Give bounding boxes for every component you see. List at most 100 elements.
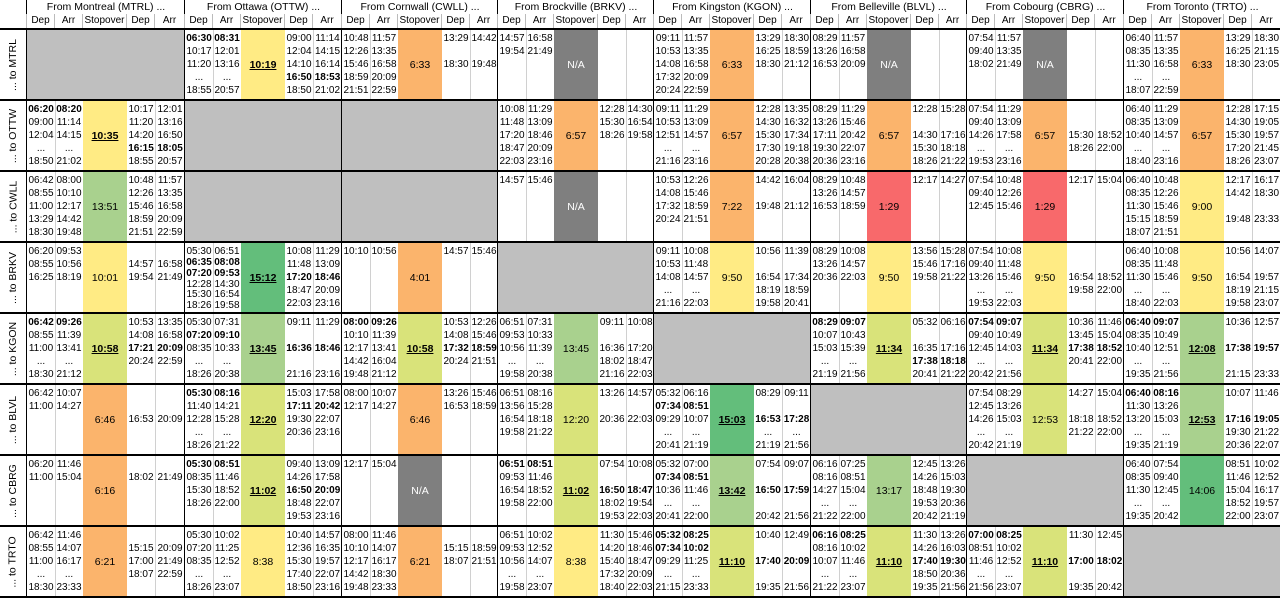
time-dep: 08:29	[755, 388, 781, 399]
route-block-mtrl-from-brkv: 14:57 16:58 19:54 21:49 N/A	[497, 28, 653, 99]
time-dep: 11:00	[28, 201, 54, 212]
time-arr: 12:17	[56, 201, 82, 212]
time-arr: 18:52	[527, 485, 553, 496]
time-arr: 18:46	[314, 272, 341, 283]
time-arr: 15:46	[840, 117, 866, 128]
subheader-stopover: Stopover	[1179, 14, 1223, 28]
time-dep: 17:32	[599, 569, 625, 580]
cell-divider	[1252, 456, 1253, 525]
time-dep: 14:42	[343, 569, 369, 580]
route-block-brkv-from-mtrl: 06:20 09:53 08:55 10:56 16:25 18:19 10:01 14:57…	[26, 241, 184, 312]
time-arr: 10:02	[1253, 459, 1280, 470]
time-dep: 12:51	[655, 130, 681, 141]
time-dep: 07:20	[186, 330, 212, 341]
time-arr: 10:02	[214, 530, 240, 541]
time-dep: 18:30	[28, 227, 54, 238]
route-block-cbrg-from-cbrg	[966, 454, 1123, 525]
time-dep: 15:30	[1068, 130, 1094, 141]
time-dep: 20:36	[1225, 440, 1251, 451]
time-dep: 18:02	[599, 498, 625, 509]
time-dep: 06:42	[28, 530, 54, 541]
time-arr: 15:46	[683, 188, 709, 199]
time-dep: 17:00	[1068, 556, 1094, 567]
time-arr: 08:16	[1153, 388, 1179, 399]
stopover-duration: 6:16	[83, 456, 127, 525]
time-dep: 10:56	[499, 343, 525, 354]
time-dep: 20:24	[443, 356, 469, 367]
time-dep: 13:26	[812, 188, 838, 199]
time-arr: 18:52	[1096, 414, 1123, 425]
time-dep: 17:21	[128, 343, 154, 354]
time-dep: ...	[36, 143, 46, 154]
time-arr: ...	[1161, 143, 1171, 154]
cell-divider	[939, 101, 940, 170]
time-arr: 22:03	[627, 414, 653, 425]
stopover-value: 9:50	[721, 271, 743, 284]
time-dep: 15:30	[186, 289, 212, 301]
time-arr: 22:59	[157, 569, 183, 580]
time-dep: 19:58	[499, 582, 525, 593]
time-dep: 21:15	[1225, 369, 1251, 380]
cell-divider	[526, 172, 527, 241]
time-arr: 15:46	[527, 175, 553, 186]
time-arr: 14:27	[56, 401, 82, 412]
time-arr: 21:51	[683, 214, 709, 225]
time-arr: 14:57	[840, 188, 866, 199]
route-block-ottw-from-mtrl: 06:20 08:20 09:00 11:14 12:04 14:15...... 18:5…	[26, 99, 184, 170]
time-arr: 08:16	[527, 388, 553, 399]
cell-divider	[782, 101, 783, 170]
time-arr: ...	[1161, 356, 1171, 367]
time-arr: 18:05	[157, 143, 183, 154]
subheader-dep: Dep	[910, 14, 938, 28]
cell-divider	[1095, 172, 1096, 241]
time-dep: 13:56	[499, 401, 525, 412]
time-dep: 16:15	[128, 143, 154, 154]
time-arr: ...	[1004, 356, 1014, 367]
time-dep: 14:42	[1225, 188, 1251, 199]
subheader-arr: Arr	[369, 14, 397, 28]
time-dep: 14:42	[755, 175, 781, 186]
time-dep: 18:48	[912, 485, 938, 496]
time-arr: 13:09	[314, 459, 341, 470]
time-dep: 11:30	[599, 530, 625, 541]
stopover-duration: 6:21	[83, 527, 127, 596]
time-arr: 13:16	[214, 59, 240, 70]
time-dep: ...	[976, 569, 986, 580]
time-arr: 21:19	[1153, 440, 1179, 451]
subheader-dep: Dep	[653, 14, 681, 28]
time-arr: 22:59	[1153, 85, 1179, 96]
time-dep: 18:50	[912, 569, 938, 580]
time-dep: 15:30	[186, 485, 212, 496]
time-arr: 20:09	[840, 59, 866, 70]
time-arr: 16:17	[1253, 175, 1280, 186]
time-arr: 20:09	[157, 214, 183, 225]
subheader-arr: Arr	[1251, 14, 1280, 28]
time-arr: 22:59	[683, 85, 709, 96]
time-dep: 07:20	[186, 543, 212, 554]
time-arr: 20:42	[1153, 511, 1179, 522]
stopover-duration: 9:50	[1023, 243, 1067, 312]
time-arr: 12:52	[214, 556, 240, 567]
subheader-stopover: Stopover	[553, 14, 597, 28]
time-dep: 19:35	[1125, 440, 1151, 451]
time-dep: 10:10	[343, 543, 369, 554]
route-block-brkv-from-cbrg: 07:54 10:08 09:40 11:48 13:26 15:46...... 19:5…	[966, 241, 1123, 312]
time-arr: 08:16	[214, 388, 240, 399]
time-dep: 18:48	[286, 498, 312, 509]
time-arr: 16:35	[314, 543, 341, 554]
time-dep: 21:56	[968, 582, 994, 593]
time-dep: 06:51	[499, 317, 525, 328]
time-arr: 20:09	[527, 143, 553, 154]
time-arr: 11:57	[840, 33, 866, 44]
stopover-duration: 1:29	[1023, 172, 1067, 241]
row-label-kgon: ... to KGON	[0, 312, 26, 383]
time-dep: 14:30	[912, 130, 938, 141]
time-arr: 11:29	[683, 104, 709, 115]
time-arr: 14:30	[214, 278, 240, 290]
time-dep: 05:30	[186, 317, 212, 328]
time-arr: 20:41	[783, 298, 810, 309]
time-dep: 13:29	[28, 214, 54, 225]
cell-divider	[470, 456, 471, 525]
time-dep: 09:53	[499, 543, 525, 554]
time-dep: 06:16	[812, 530, 838, 541]
